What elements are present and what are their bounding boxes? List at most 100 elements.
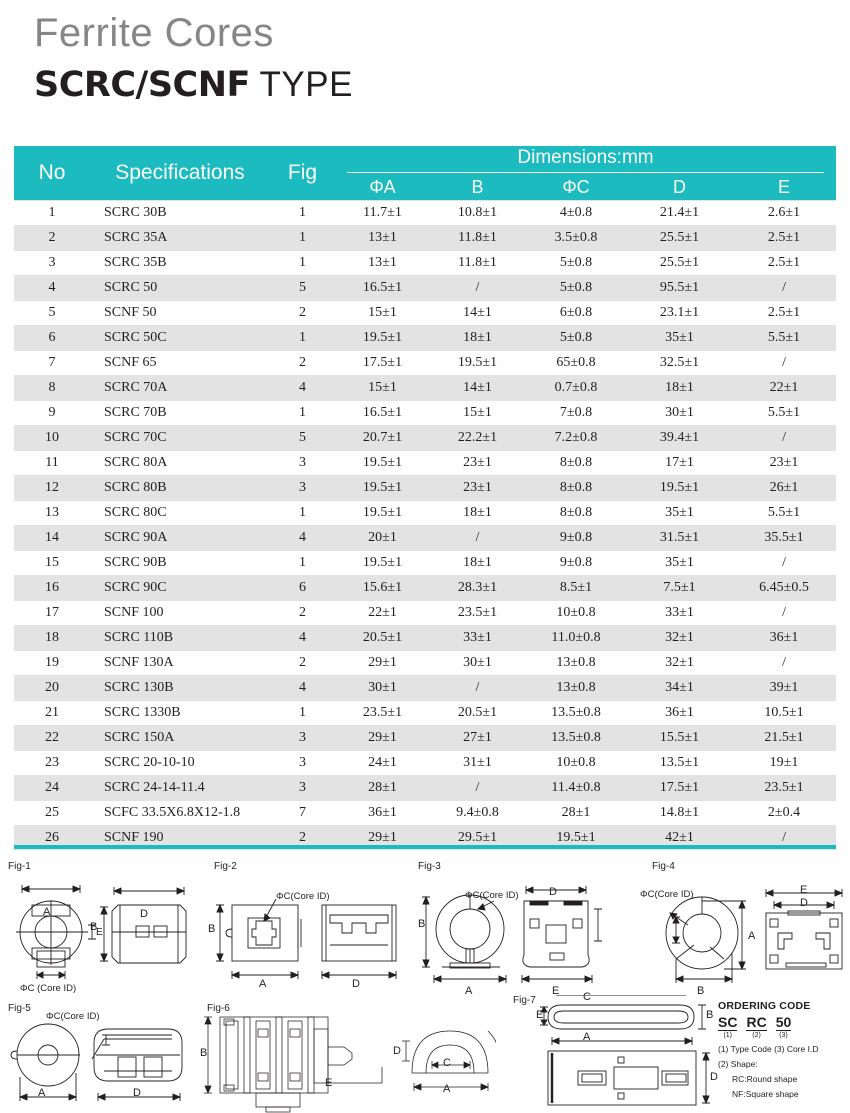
- row-dim-d: 36±1: [627, 700, 732, 726]
- row-dim-c: 8±0.8: [525, 450, 627, 476]
- table-row: 22 SCRC 150A 3 29±1 27±1 13.5±0.8 15.5±1 21.5±1: [14, 725, 837, 751]
- fig-1-label: Fig-1: [8, 861, 31, 872]
- fig-7-drawing: [540, 995, 710, 1106]
- fig-2-core-id-label: ΦC(Core ID): [276, 891, 330, 902]
- row-dim-b: 33±1: [430, 625, 525, 651]
- row-dim-b: 27±1: [430, 725, 525, 751]
- row-no: 21: [14, 700, 90, 726]
- row-dim-b: 19.5±1: [430, 350, 525, 376]
- row-dim-c: 10±0.8: [525, 600, 627, 626]
- row-dim-d: 18±1: [627, 375, 732, 401]
- row-dim-b: 20.5±1: [430, 700, 525, 726]
- fig-7-dim-e: E: [536, 1009, 544, 1021]
- row-dim-e: 6.45±0.5: [732, 575, 837, 601]
- row-dim-b: 30±1: [430, 650, 525, 676]
- row-specification: SCRC 150A: [90, 725, 270, 751]
- row-dim-e: 5.5±1: [732, 325, 837, 351]
- row-dim-b: 10.8±1: [430, 200, 525, 226]
- row-specification: SCNF 50: [90, 300, 270, 326]
- row-specification: SCFC 33.5X6.8X12-1.8: [90, 800, 270, 826]
- ordering-code-value: SC: [718, 1014, 738, 1031]
- row-no: 9: [14, 400, 90, 426]
- page-subtitle: SCRC/SCNF TYPE: [34, 62, 734, 115]
- row-dim-a: 22±1: [335, 600, 430, 626]
- row-dim-c: 5±0.8: [525, 325, 627, 351]
- fig-6-dim-b: B: [200, 1047, 208, 1059]
- row-specification: SCRC 50C: [90, 325, 270, 351]
- row-specification: SCRC 80A: [90, 450, 270, 476]
- row-dim-d: 17.5±1: [627, 775, 732, 801]
- fig-1-core-id-label: ΦC (Core ID): [20, 983, 77, 994]
- fig-2-drawing: [216, 898, 398, 979]
- row-dim-a: 29±1: [335, 650, 430, 676]
- table-row: 25 SCFC 33.5X6.8X12-1.8 7 36±1 9.4±0.8 28±1 14…: [14, 800, 837, 826]
- table-row: 17 SCNF 100 2 22±1 23.5±1 10±0.8 33±1/: [14, 600, 837, 626]
- row-dim-a: 19.5±1: [335, 325, 430, 351]
- table-row: 13 SCRC 80C 1 19.5±1 18±1 8±0.8 35±1 5.5±1: [14, 500, 837, 526]
- row-dim-d: 21.4±1: [627, 200, 732, 226]
- row-dim-a: 17.5±1: [335, 350, 430, 376]
- row-dim-d: 7.5±1: [627, 575, 732, 601]
- row-dim-a: 19.5±1: [335, 475, 430, 501]
- row-fig: 2: [270, 300, 335, 326]
- table-row: 9 SCRC 70B 1 16.5±1 15±1 7±0.8 30±1 5.5±1: [14, 400, 837, 426]
- fig-6-dim-a: A: [443, 1083, 451, 1095]
- row-dim-d: 35±1: [627, 325, 732, 351]
- row-dim-c: 4±0.8: [525, 200, 627, 226]
- row-no: 20: [14, 675, 90, 701]
- row-dim-d: 34±1: [627, 675, 732, 701]
- row-dim-c: 7.2±0.8: [525, 425, 627, 451]
- table-row: 8 SCRC 70A 4 15±1 14±1 0.7±0.8 18±1 22±1: [14, 375, 837, 401]
- row-dim-b: 14±1: [430, 300, 525, 326]
- row-dim-a: 13±1: [335, 250, 430, 276]
- ordering-code-segment: RC (2): [746, 1015, 767, 1040]
- fig-3-dim-e: E: [552, 985, 560, 997]
- row-dim-e: 39±1: [732, 675, 837, 701]
- table-row: 23 SCRC 20-10-10 3 24±1 31±1 10±0.8 13.5±1 19±1: [14, 750, 837, 776]
- row-specification: SCRC 80B: [90, 475, 270, 501]
- row-dim-c: 0.7±0.8: [525, 375, 627, 401]
- row-dim-d: 23.1±1: [627, 300, 732, 326]
- row-dim-e: 19±1: [732, 750, 837, 776]
- row-dim-b: 14±1: [430, 375, 525, 401]
- row-dim-c: 11.4±0.8: [525, 775, 627, 801]
- fig-3-label: Fig-3: [418, 861, 441, 872]
- ordering-note-3: RC:Round shape: [732, 1074, 798, 1084]
- row-dim-e: /: [732, 350, 837, 376]
- fig-3-core-id-label: ΦC(Core ID): [465, 890, 519, 901]
- row-no: 5: [14, 300, 90, 326]
- specifications-table: No Specifications Fig Dimensions:mm ΦA B…: [14, 146, 837, 850]
- row-dim-c: 8±0.8: [525, 500, 627, 526]
- row-dim-c: 8.5±1: [525, 575, 627, 601]
- fig-3-dim-d: D: [549, 886, 557, 898]
- row-fig: 4: [270, 675, 335, 701]
- fig-3-dim-b: B: [418, 918, 426, 930]
- row-fig: 1: [270, 200, 335, 226]
- row-specification: SCRC 90A: [90, 525, 270, 551]
- row-no: 12: [14, 475, 90, 501]
- row-dim-e: 5.5±1: [732, 500, 837, 526]
- row-dim-c: 65±0.8: [525, 350, 627, 376]
- row-fig: 2: [270, 650, 335, 676]
- fig-4-dim-b: B: [697, 985, 705, 997]
- row-dim-d: 17±1: [627, 450, 732, 476]
- row-dim-a: 28±1: [335, 775, 430, 801]
- row-dim-a: 16.5±1: [335, 400, 430, 426]
- row-no: 11: [14, 450, 90, 476]
- fig-3-dim-a: A: [465, 985, 473, 997]
- fig-1-dim-a: A: [43, 906, 51, 918]
- column-header-fig: Fig: [270, 146, 335, 201]
- row-fig: 3: [270, 775, 335, 801]
- row-dim-a: 24±1: [335, 750, 430, 776]
- row-no: 14: [14, 525, 90, 551]
- table-row: 4 SCRC 50 5 16.5±1/5±0.8 95.5±1/: [14, 275, 837, 301]
- row-dim-c: 13±0.8: [525, 650, 627, 676]
- fig-4-label: Fig-4: [652, 861, 675, 872]
- table-row: 15 SCRC 90B 1 19.5±1 18±1 9±0.8 35±1/: [14, 550, 837, 576]
- row-fig: 3: [270, 450, 335, 476]
- ordering-note-4: NF:Square shape: [732, 1089, 799, 1099]
- row-dim-c: 6±0.8: [525, 300, 627, 326]
- row-dim-a: 16.5±1: [335, 275, 430, 301]
- dimensions-underline: [347, 172, 825, 173]
- table-row: 6 SCRC 50C 1 19.5±1 18±1 5±0.8 35±1 5.5±1: [14, 325, 837, 351]
